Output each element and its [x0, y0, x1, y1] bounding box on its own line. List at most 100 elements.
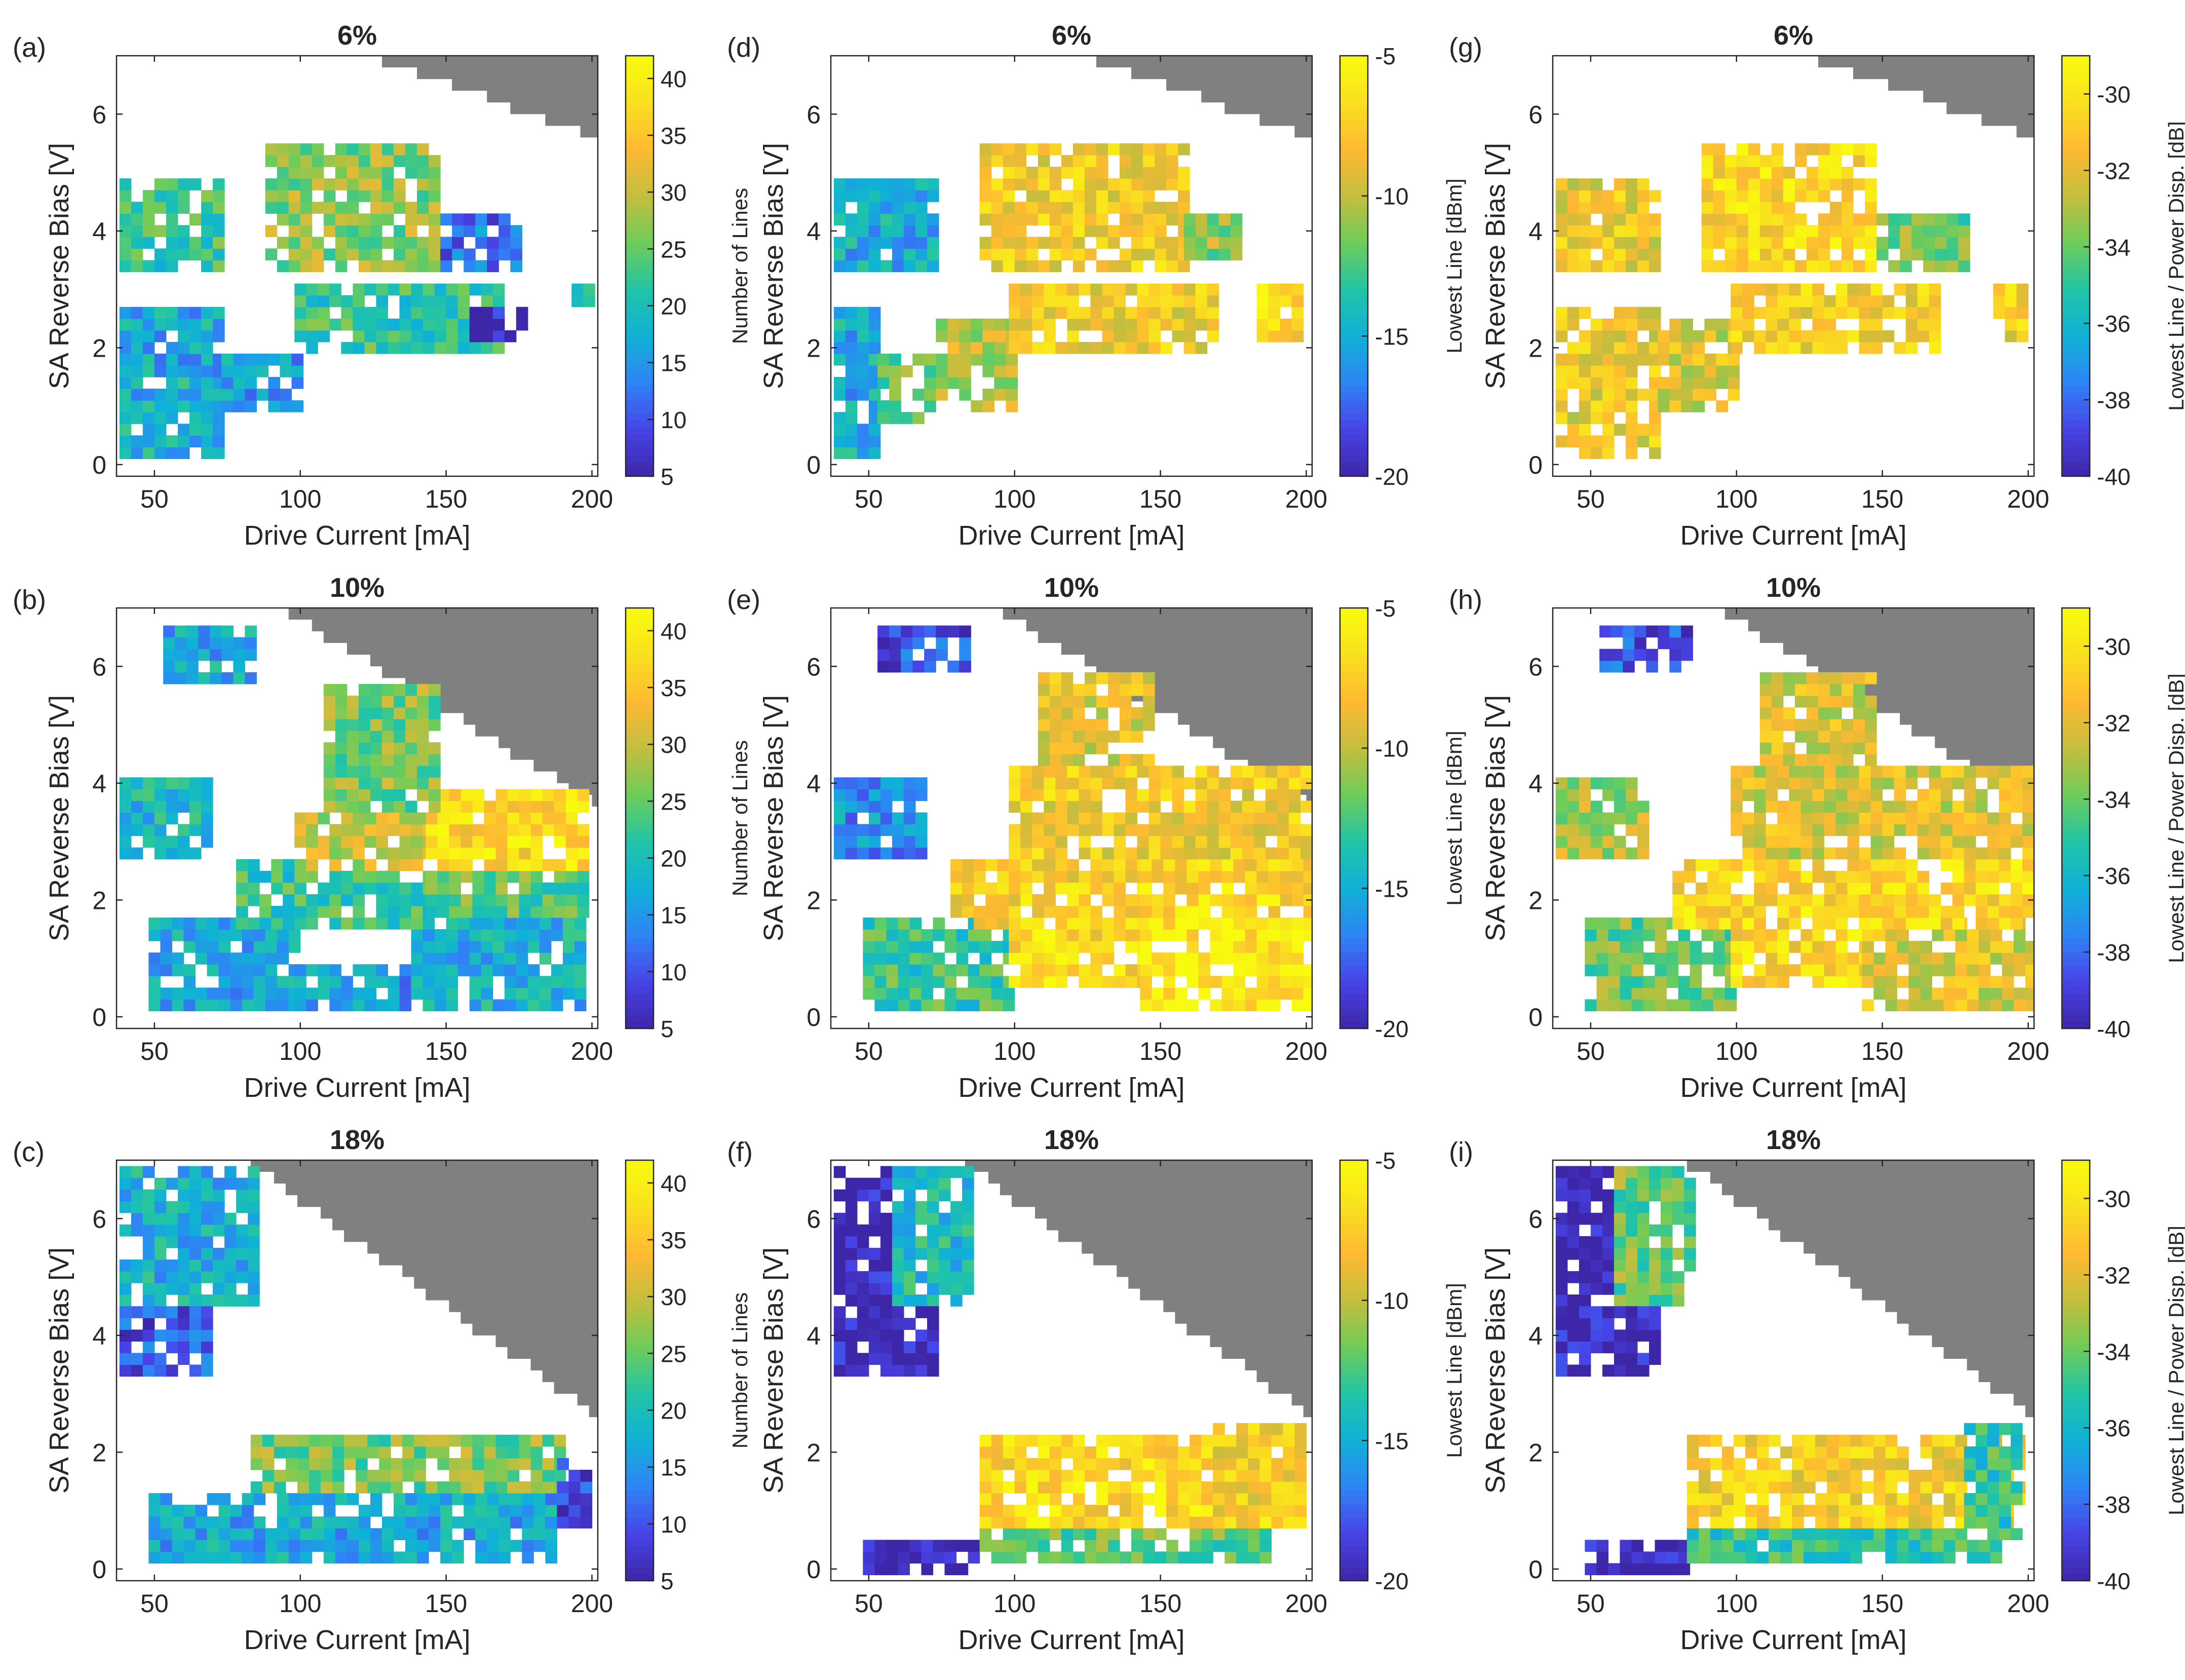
colorbar-segment	[1340, 111, 1368, 120]
colorbar-segment	[626, 1230, 654, 1238]
heatmap-cell	[947, 341, 960, 354]
heatmap-cell	[1579, 412, 1591, 424]
heatmap-cell	[1987, 812, 2000, 825]
heatmap-cell	[484, 847, 496, 860]
heatmap-cell	[530, 1481, 543, 1494]
heatmap-cell	[198, 648, 210, 661]
heatmap-cell	[1870, 295, 1883, 308]
colorbar-tick-label: -30	[2097, 81, 2130, 107]
heatmap-cell	[1824, 941, 1836, 953]
heatmap-cell	[321, 1458, 333, 1470]
y-tick-label: 2	[1528, 334, 1543, 362]
heatmap-cell	[1602, 318, 1615, 331]
heatmap-cell	[381, 213, 394, 225]
colorbar-segment	[2062, 643, 2090, 651]
heatmap-cell	[177, 1294, 190, 1307]
heatmap-cell	[353, 964, 365, 976]
heatmap-cell	[1704, 353, 1716, 366]
heatmap-cell	[1178, 202, 1190, 214]
heatmap-cell	[1847, 777, 1860, 789]
heatmap-cell	[499, 1540, 511, 1552]
heatmap-cell	[530, 847, 543, 860]
colorbar-segment	[626, 1300, 654, 1308]
heatmap-cell	[131, 1364, 143, 1377]
heatmap-cell	[1835, 766, 1848, 778]
heatmap-cell	[1079, 766, 1091, 778]
heatmap-cell	[446, 964, 458, 976]
heatmap-cell	[1835, 341, 1848, 354]
heatmap-cell	[857, 435, 869, 447]
colorbar-segment	[1340, 622, 1368, 630]
colorbar-segment	[2062, 154, 2090, 162]
heatmap-cell	[924, 377, 936, 389]
heatmap-cell	[1882, 330, 1895, 342]
heatmap-cell	[417, 213, 429, 225]
heatmap-cell	[1125, 766, 1138, 778]
heatmap-cell	[492, 295, 505, 308]
heatmap-cell	[495, 1470, 508, 1482]
heatmap-cell	[1280, 976, 1292, 988]
heatmap-cell	[1990, 976, 2003, 988]
heatmap-cell	[277, 143, 289, 156]
colorbar-tick-label: -20	[1375, 1016, 1408, 1042]
heatmap-cell	[1681, 330, 1693, 342]
heatmap-cell	[1870, 777, 1883, 789]
heatmap-cell	[1152, 999, 1164, 1012]
heatmap-cell	[833, 1212, 846, 1225]
heatmap-cell	[892, 1236, 904, 1248]
x-tick-label: 200	[571, 485, 613, 513]
heatmap-cell	[318, 307, 330, 319]
heatmap-cell	[142, 365, 155, 377]
heatmap-cell	[845, 1283, 858, 1295]
heatmap-cell	[1789, 812, 1801, 825]
heatmap-cell	[294, 318, 306, 331]
heatmap-cell	[1824, 800, 1836, 813]
heatmap-cell	[250, 1446, 263, 1459]
axes-box	[830, 607, 1313, 1029]
heatmap-cell	[388, 870, 400, 883]
colorbar-segment	[626, 1384, 654, 1392]
heatmap-cell	[880, 213, 893, 225]
heatmap-cell	[1783, 167, 1795, 179]
heatmap-cell	[201, 1306, 213, 1318]
heatmap-cell	[1853, 695, 1865, 708]
heatmap-cell	[562, 964, 575, 976]
heatmap-cell	[1233, 987, 1246, 1000]
heatmap-cell	[880, 800, 893, 813]
heatmap-cell	[1268, 905, 1281, 918]
heatmap-cell	[429, 766, 441, 778]
heatmap-cell	[1090, 307, 1102, 319]
y-tick-label: 6	[1528, 653, 1543, 681]
heatmap-cell	[2022, 859, 2035, 871]
heatmap-cell	[1748, 178, 1760, 190]
heatmap-cell	[306, 330, 318, 342]
colorbar-segment	[2062, 406, 2090, 414]
heatmap-cell	[1230, 777, 1243, 789]
heatmap-cell	[207, 999, 219, 1012]
heatmap-cell	[1020, 295, 1032, 308]
heatmap-cell	[857, 213, 869, 225]
heatmap-cell	[947, 660, 960, 673]
heatmap-cell	[1108, 731, 1120, 743]
heatmap-cell	[423, 295, 435, 308]
heatmap-cell	[195, 1551, 208, 1564]
colorbar-segment	[1340, 259, 1368, 266]
heatmap-cell	[201, 260, 213, 273]
heatmap-cell	[294, 882, 306, 895]
colorbar-segment	[626, 1286, 654, 1294]
heatmap-cell	[142, 318, 155, 331]
heatmap-cell	[1978, 964, 1991, 976]
heatmap-cell	[1800, 341, 1813, 354]
heatmap-cell	[429, 719, 441, 731]
heatmap-cell	[1003, 178, 1015, 190]
heatmap-cell	[574, 999, 587, 1012]
heatmap-cell	[1771, 178, 1784, 190]
colorbar-box	[2061, 607, 2091, 1029]
heatmap-cell	[1143, 225, 1155, 237]
heatmap-cell	[1032, 318, 1044, 331]
heatmap-cell	[2025, 952, 2035, 965]
colorbar-label: Number of Lines	[728, 188, 752, 344]
heatmap-cell	[1637, 800, 1650, 813]
colorbar-segment	[2062, 84, 2090, 91]
heatmap-cell	[1923, 248, 1935, 261]
